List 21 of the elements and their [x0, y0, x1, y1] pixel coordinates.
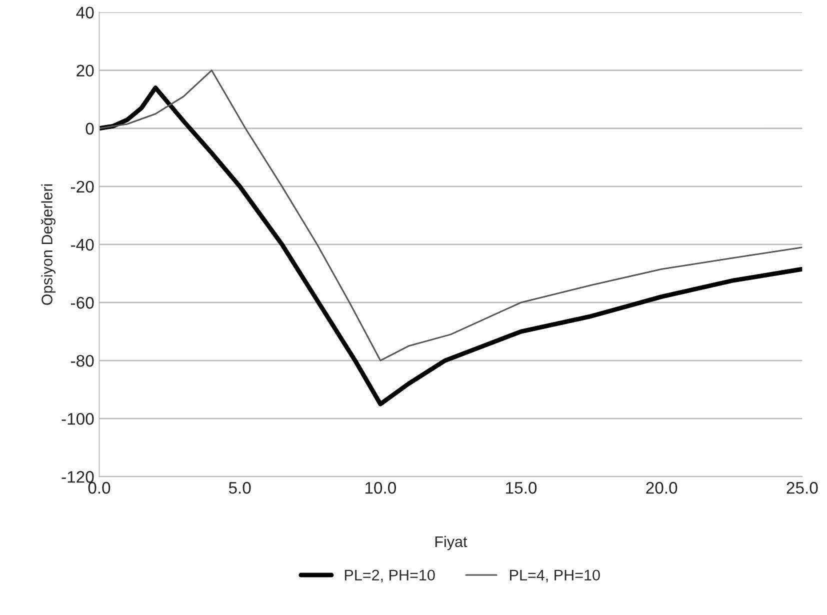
y-tick-label: 0 [86, 122, 94, 135]
line-series [99, 70, 802, 362]
legend-label: PL=2, PH=10 [344, 570, 435, 582]
x-axis-title: Fiyat [435, 536, 468, 550]
y-tick-label: -100 [62, 412, 94, 425]
x-tick-label: 20.0 [646, 482, 678, 494]
x-tick-label: 25.0 [786, 482, 818, 494]
x-tick-label: 5.0 [228, 482, 251, 494]
y-tick-label: 20 [76, 64, 94, 77]
x-tick-label: 10.0 [365, 482, 396, 494]
y-tick-label: -120 [62, 471, 94, 483]
y-tick-label: 40 [76, 6, 94, 19]
line-series [99, 86, 802, 406]
y-tick-label: -80 [71, 354, 94, 367]
y-axis-title: Opsiyon Değerleri [41, 184, 56, 305]
legend-label: PL=4, PH=10 [510, 570, 600, 582]
x-tick-label: 15.0 [506, 482, 537, 494]
x-tick-label: 0.0 [88, 482, 110, 494]
y-tick-label: -60 [71, 296, 94, 309]
y-tick-label: -20 [71, 180, 94, 193]
y-tick-label: -40 [71, 238, 94, 251]
